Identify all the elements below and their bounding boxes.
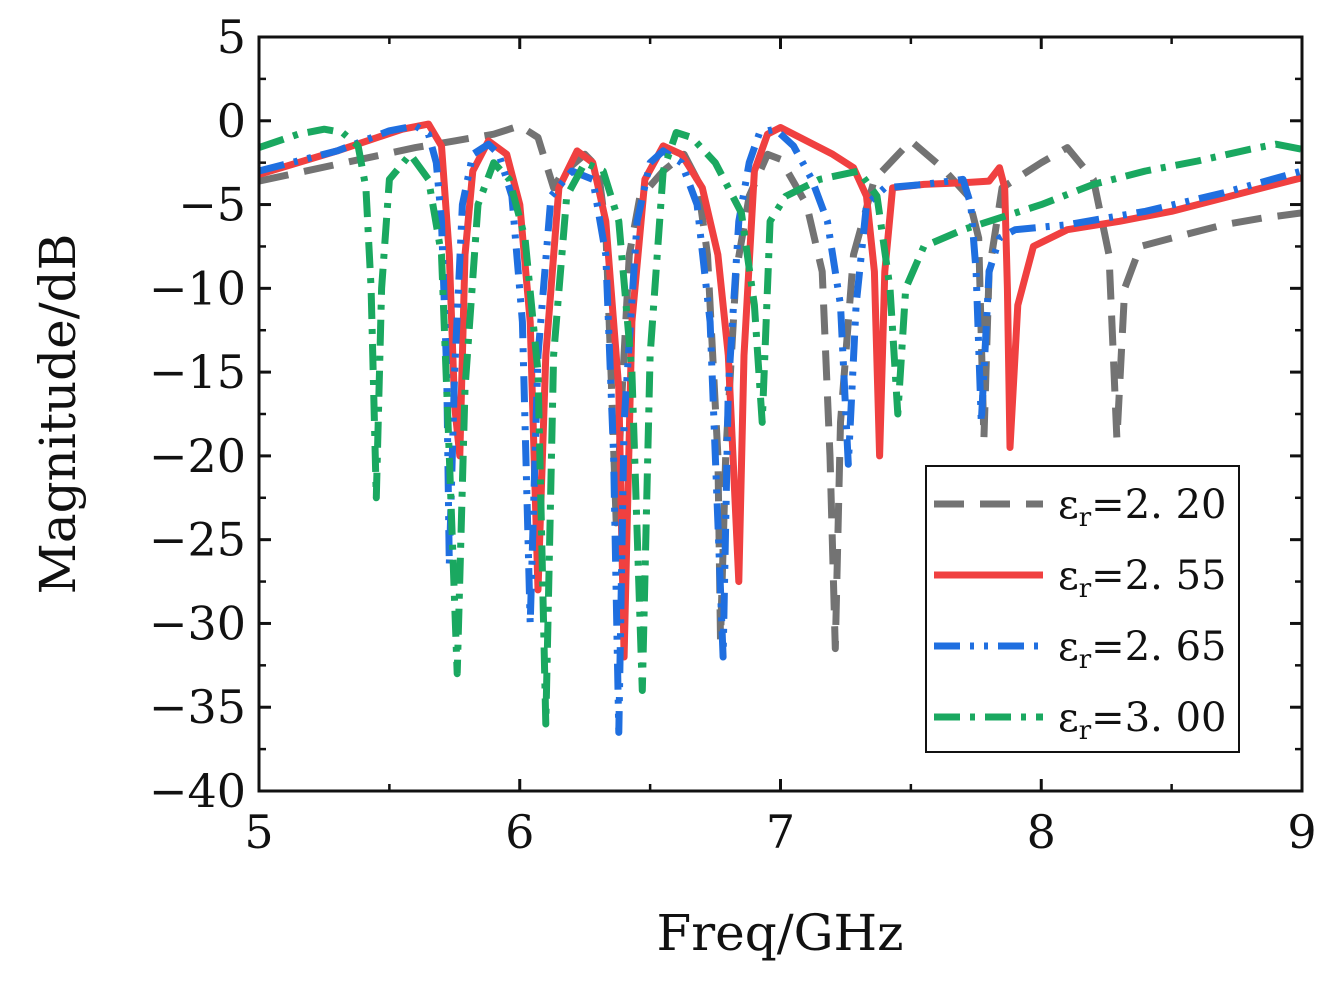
legend-item: εr=2. 20	[934, 482, 1226, 533]
series-line-3	[259, 122, 1302, 736]
x-tick-label: 7	[766, 805, 795, 859]
x-tick-label: 9	[1287, 805, 1316, 859]
legend-item: εr=2. 65	[934, 624, 1226, 675]
y-tick-label: −15	[149, 345, 246, 399]
x-tick-label: 5	[244, 805, 273, 859]
x-tick-label: 6	[505, 805, 534, 859]
x-tick-label: 8	[1027, 805, 1056, 859]
series-line-1	[259, 122, 1302, 653]
legend: εr=2. 20 εr=2. 55 εr=2. 65 εr=3. 00	[925, 465, 1240, 753]
x-axis-title: Freq/GHz	[657, 904, 904, 962]
series-line-4	[259, 125, 1302, 728]
tick-layer: 5 6 7 8 9 5 0 −5 −10 −15 −20 −25 −30 −35 −40	[149, 10, 1317, 859]
y-tick-label: −20	[149, 429, 246, 483]
y-tick-label: −35	[149, 680, 246, 734]
y-tick-label: −30	[149, 596, 246, 650]
y-tick-label: −40	[149, 764, 246, 818]
legend-label: εr=2. 20	[1058, 482, 1226, 533]
y-tick-label: 0	[217, 94, 246, 148]
y-tick-label: −10	[149, 261, 246, 315]
y-tick-label: 5	[217, 10, 246, 64]
y-tick-label: −25	[149, 513, 246, 567]
y-tick-label: −5	[178, 178, 246, 232]
series-layer	[259, 120, 1302, 736]
legend-label: εr=2. 55	[1058, 553, 1226, 604]
legend-box	[925, 465, 1240, 753]
legend-label: εr=2. 65	[1058, 624, 1226, 675]
legend-item: εr=3. 00	[934, 695, 1226, 746]
legend-item: εr=2. 55	[934, 553, 1226, 604]
y-axis-title: Magnitude/dB	[29, 234, 87, 595]
legend-label: εr=3. 00	[1058, 695, 1226, 746]
